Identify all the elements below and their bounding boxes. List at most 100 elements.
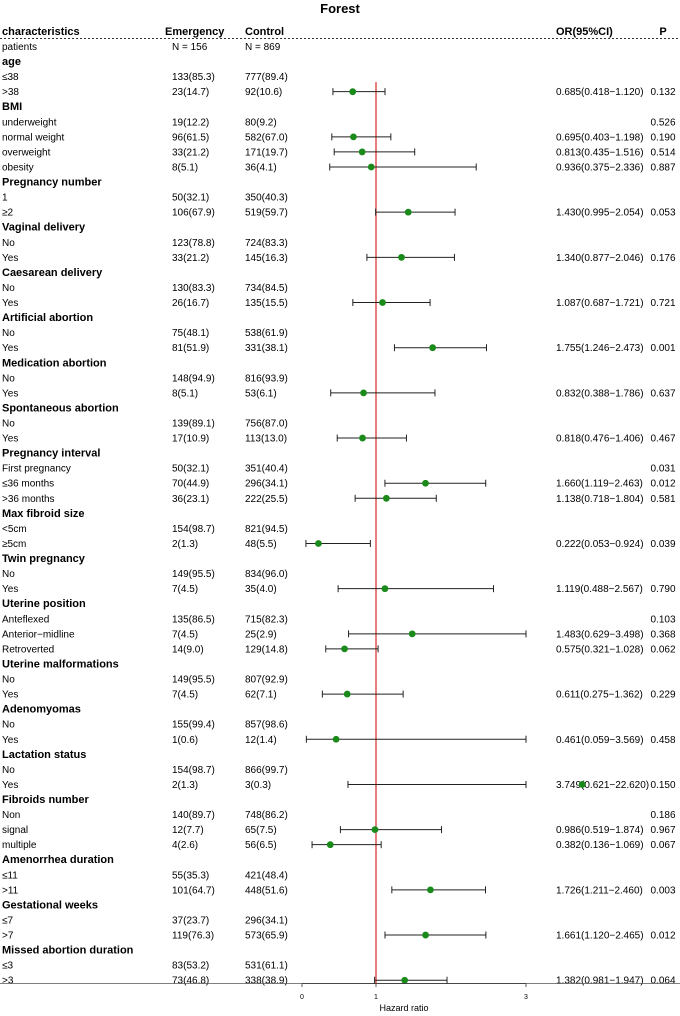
or-ci-text: 1.382(0.981−1.947) [556,976,644,987]
row-label: Yes [2,584,18,595]
plot-marks [305,82,586,984]
control-value: 35(4.0) [245,584,277,595]
row-label: obesity [2,162,34,173]
p-value: 0.458 [650,735,675,746]
row-label: ≤36 months [2,479,54,490]
or-ci-text: 1.726(1.211−2.460) [556,885,643,896]
row-label: Yes [2,298,18,309]
emergency-value: 33(21.2) [172,253,209,264]
control-value: 62(7.1) [245,690,277,701]
control-value: 3(0.3) [245,780,271,791]
row-label: signal [2,825,28,836]
group-header: Vaginal delivery [2,222,86,234]
emergency-value: 101(64.7) [172,885,215,896]
x-tick-label: 1 [374,994,378,1001]
or-point [341,645,348,653]
p-value: 0.132 [650,87,675,98]
p-value: 0.103 [650,614,675,625]
emergency-value: 50(32.1) [172,464,209,475]
or-ci-text: 1.430(0.995−2.054) [556,208,644,219]
control-value: 296(34.1) [245,479,288,490]
row-label: No [2,765,15,776]
row-label: Yes [2,780,18,791]
row-label: ≤7 [2,915,13,926]
emergency-value: 36(23.1) [172,494,209,505]
or-ci-text: 1.483(0.629−3.498) [556,629,644,640]
control-value: 350(40.3) [245,193,288,204]
col-header-p: P [659,26,666,38]
emergency-value: 154(98.7) [172,524,215,535]
control-value: 80(9.2) [245,117,277,128]
control-value: 538(61.9) [245,328,288,339]
or-point [404,208,412,216]
row-label: Yes [2,343,18,354]
or-ci-text: 0.936(0.375−2.336) [556,162,644,173]
emergency-value: 12(7.7) [172,825,204,836]
row-label: Yes [2,690,18,701]
or-ci-text: 1.755(1.246−2.473) [556,343,644,354]
p-value: 0.887 [650,162,675,173]
p-value: 0.012 [650,931,675,942]
emergency-value: 19(12.2) [172,117,209,128]
row-label: Retroverted [2,644,54,655]
control-value: 821(94.5) [245,524,288,535]
emergency-value: 73(46.8) [172,976,209,987]
p-value: 0.514 [650,147,675,158]
p-value: 0.150 [650,780,675,791]
control-value: 53(6.1) [245,388,277,399]
control-value: 129(14.8) [245,644,288,655]
row-label: Yes [2,735,18,746]
or-point [360,389,367,397]
p-value: 0.001 [650,343,675,354]
p-value: 0.467 [650,434,675,445]
control-value: 65(7.5) [245,825,277,836]
row-label: ≤11 [2,870,18,881]
or-ci-text: 0.222(0.053−0.924) [556,539,644,550]
row-label: >7 [2,931,14,942]
emergency-value: 14(9.0) [172,644,204,655]
group-header: Max fibroid size [2,508,85,520]
control-value: 222(25.5) [245,494,288,505]
p-value: 0.637 [650,388,675,399]
control-value: 92(10.6) [245,87,282,98]
emergency-value: 2(1.3) [172,780,198,791]
row-label: underweight [2,117,57,128]
or-point [427,886,434,894]
p-value: 0.186 [650,810,675,821]
group-header: Pregnancy number [2,177,102,189]
p-value: 0.790 [650,584,675,595]
row-label: No [2,373,15,384]
or-ci-text: 1.661(1.120−2.465) [556,931,644,942]
or-point [349,88,357,96]
row-label: >11 [2,885,19,896]
row-label: <5cm [2,524,27,535]
control-value: 56(6.5) [245,840,277,851]
control-value: 421(48.4) [245,870,288,881]
or-ci-text: 0.695(0.403−1.198) [556,132,644,143]
or-point [358,148,366,156]
emergency-value: 33(21.2) [172,147,209,158]
emergency-value: 119(76.3) [172,931,214,942]
or-point [326,841,334,849]
or-point [359,434,366,442]
row-label: No [2,675,15,686]
or-point [578,781,586,788]
control-value: 531(61.1) [245,961,288,972]
or-ci-text: 0.818(0.476−1.406) [556,434,644,445]
or-point [398,253,405,261]
emergency-value: N = 156 [172,42,208,53]
or-ci-text: 1.340(0.877−2.046) [556,253,644,264]
control-value: 331(38.1) [245,343,288,354]
emergency-value: 8(5.1) [172,162,198,173]
p-value: 0.176 [650,253,675,264]
emergency-value: 106(67.9) [172,208,215,219]
p-value: 0.967 [650,825,675,836]
table-rows: patients N = 156 N = 869 age ≤38 133(85.3) 777… [2,42,676,987]
control-value: 724(83.3) [245,238,288,249]
group-header: Medication abortion [2,357,107,369]
row-label: Anteflexed [2,614,49,625]
control-value: 777(89.4) [245,72,288,83]
x-tick-label: 0 [300,994,304,1001]
control-value: 351(40.4) [245,464,288,475]
emergency-value: 7(4.5) [172,629,198,640]
